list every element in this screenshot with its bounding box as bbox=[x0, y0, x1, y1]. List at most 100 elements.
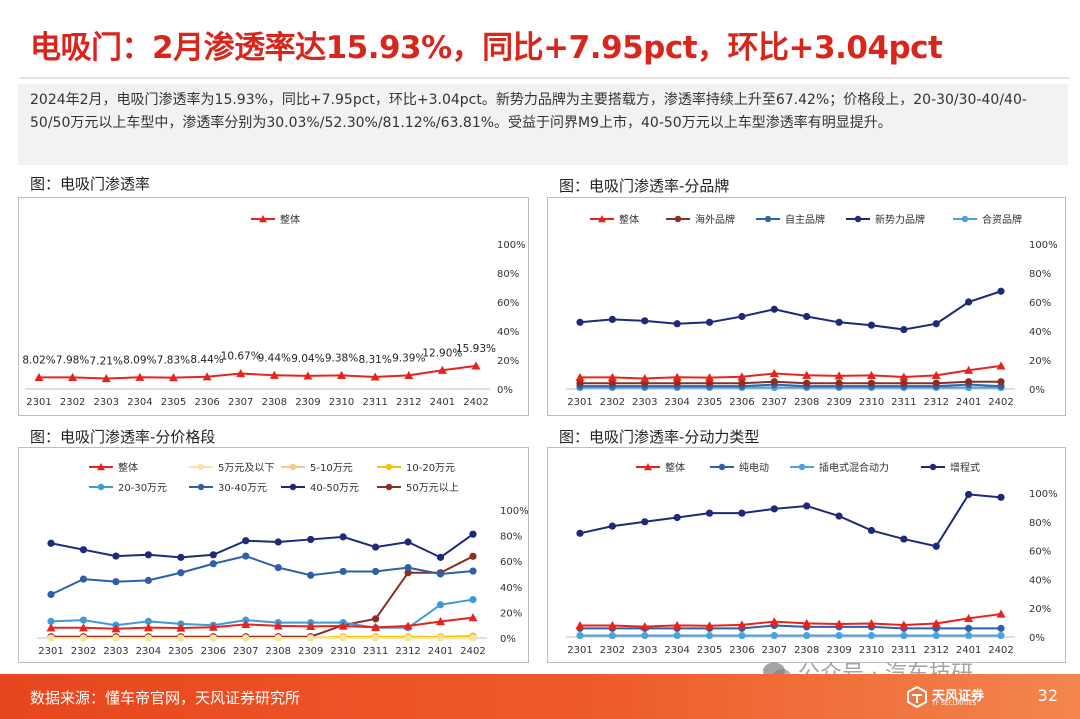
x-tick-label: 2307 bbox=[228, 397, 253, 408]
data-point bbox=[469, 595, 477, 604]
data-point bbox=[803, 379, 811, 387]
data-point bbox=[144, 617, 152, 625]
x-tick-label: 2309 bbox=[826, 645, 851, 656]
series-line bbox=[579, 364, 1002, 380]
data-point bbox=[737, 372, 747, 381]
data-point bbox=[835, 379, 843, 387]
legend-swatch-marker bbox=[644, 463, 652, 471]
data-point bbox=[932, 542, 940, 550]
legend-item: 合资品牌 bbox=[953, 213, 1022, 226]
x-tick-label: 2310 bbox=[329, 397, 354, 408]
x-tick-label: 2302 bbox=[60, 397, 85, 408]
series-0: 8.02% 7.98% 7.21% 8.09% 7.83% 8.44%10.67%9.44… bbox=[22, 343, 496, 383]
x-tick-label: 2302 bbox=[600, 645, 625, 656]
series-0 bbox=[575, 609, 1006, 631]
data-point bbox=[770, 305, 778, 313]
x-tick-label: 2307 bbox=[233, 646, 258, 657]
data-label: 10.67% bbox=[221, 351, 261, 363]
y-tick-label: 0% bbox=[497, 385, 513, 396]
x-tick-label: 2308 bbox=[262, 397, 287, 408]
legend-item: 纯电动 bbox=[710, 461, 769, 474]
data-point bbox=[436, 616, 446, 626]
x-tick-label: 2301 bbox=[567, 397, 592, 408]
data-point bbox=[770, 505, 778, 513]
data-point bbox=[996, 361, 1006, 370]
data-point bbox=[737, 620, 747, 629]
data-point bbox=[372, 567, 380, 576]
data-point bbox=[168, 373, 178, 382]
data-point bbox=[143, 623, 153, 632]
legend-swatch-marker bbox=[798, 463, 806, 471]
y-tick-label: 20% bbox=[500, 608, 522, 619]
data-point bbox=[608, 631, 616, 640]
legend-label: 海外品牌 bbox=[695, 213, 735, 226]
chart-title-overall: 图：电吸门渗透率 bbox=[30, 175, 151, 193]
y-tick-label: 20% bbox=[1029, 356, 1051, 367]
data-label: 12.90% bbox=[422, 347, 462, 359]
data-point bbox=[209, 560, 217, 568]
legend-swatch-marker bbox=[385, 463, 393, 471]
legend-swatch-marker bbox=[259, 215, 267, 223]
data-point bbox=[673, 513, 681, 522]
y-tick-label: 100% bbox=[1029, 489, 1058, 500]
series-line bbox=[50, 616, 474, 630]
x-tick-label: 2307 bbox=[762, 645, 787, 656]
data-point bbox=[112, 578, 120, 586]
chart-penetration-by-powertrain: 0% 20% 40% 60% 80% 100% 2301 2302 2303 2304 2305 23… bbox=[547, 447, 1066, 663]
series-line bbox=[580, 624, 1001, 630]
legend-item: 40-50万元 bbox=[281, 483, 359, 494]
legend-label: 插电式混合动力 bbox=[819, 461, 889, 474]
company-logo: 天风证券 TF SECURITIES bbox=[906, 682, 998, 712]
series-7 bbox=[47, 552, 477, 641]
x-tick-label: 2311 bbox=[363, 646, 388, 657]
data-point bbox=[866, 618, 876, 628]
legend-swatch-marker bbox=[961, 215, 969, 223]
data-point bbox=[209, 634, 217, 642]
series-line bbox=[579, 290, 1002, 331]
legend-item: 10-20万元 bbox=[377, 463, 455, 474]
series-3 bbox=[576, 287, 1005, 334]
x-tick-label: 2309 bbox=[295, 397, 320, 408]
data-label: 9.04% bbox=[291, 353, 324, 365]
series-line bbox=[579, 493, 1002, 548]
data-point bbox=[608, 315, 616, 323]
data-point bbox=[900, 631, 908, 640]
legend-swatch-marker bbox=[764, 215, 772, 223]
x-tick-label: 2311 bbox=[891, 645, 916, 656]
series-line bbox=[50, 555, 474, 596]
legend-swatch-marker bbox=[97, 463, 105, 471]
data-label: 7.98% bbox=[56, 354, 89, 366]
data-point bbox=[111, 624, 121, 633]
legend-label: 合资品牌 bbox=[982, 213, 1022, 226]
y-tick-label: 40% bbox=[497, 327, 519, 338]
x-tick-label: 2309 bbox=[826, 397, 851, 408]
series-4 bbox=[47, 595, 477, 632]
data-point bbox=[79, 546, 88, 554]
data-point bbox=[79, 575, 88, 583]
x-tick-label: 2311 bbox=[891, 397, 916, 408]
data-point bbox=[996, 609, 1006, 618]
data-point bbox=[607, 372, 617, 382]
series-line bbox=[580, 380, 1001, 385]
data-point bbox=[769, 617, 779, 626]
x-tick-label: 2309 bbox=[298, 646, 323, 657]
data-point bbox=[738, 312, 746, 321]
data-point bbox=[931, 370, 941, 379]
data-point bbox=[242, 634, 250, 642]
series-3 bbox=[576, 490, 1005, 550]
data-label: 8.09% bbox=[123, 354, 156, 366]
data-point bbox=[769, 369, 779, 378]
x-tick-label: 2310 bbox=[859, 645, 884, 656]
data-point bbox=[640, 622, 650, 631]
data-point bbox=[437, 365, 447, 374]
legend-swatch-marker bbox=[385, 483, 393, 491]
data-point bbox=[202, 372, 212, 381]
data-point bbox=[468, 613, 478, 622]
data-point bbox=[997, 378, 1005, 386]
x-tick-label: 2306 bbox=[201, 646, 226, 657]
x-tick-label: 2304 bbox=[127, 397, 152, 408]
legend-item: 整体 bbox=[251, 213, 300, 226]
x-tick-label: 2312 bbox=[396, 397, 421, 408]
legend-label: 整体 bbox=[118, 461, 138, 474]
footer-bar: 数据来源：懂车帝官网，天风证券研究所 天风证券 TF SECURITIES 32 bbox=[0, 674, 1080, 719]
